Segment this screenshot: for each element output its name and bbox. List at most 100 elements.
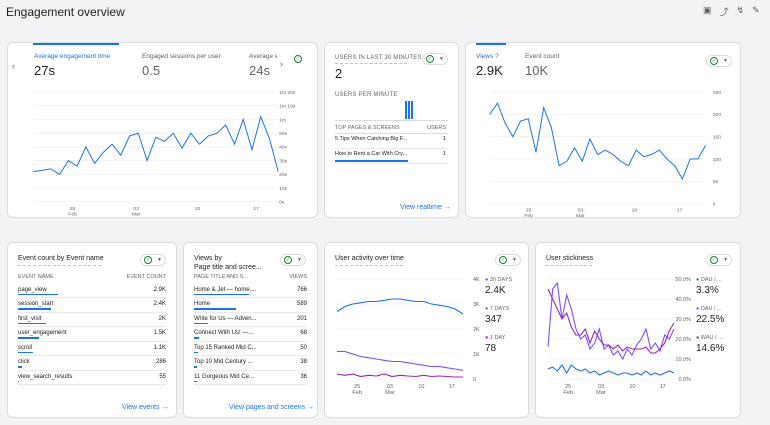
comparison-dropdown[interactable]: ✓ ▼ bbox=[280, 254, 306, 266]
legend-value: 78 bbox=[485, 343, 497, 354]
row-value: 286 bbox=[155, 359, 166, 365]
row-value: 38 bbox=[300, 359, 307, 365]
series-line bbox=[489, 102, 706, 181]
table-row[interactable]: Connect With Us! —... 68 bbox=[194, 327, 307, 342]
y-tick-label: 0 bbox=[713, 201, 716, 207]
tab-average-engagement-time[interactable]: Average engagement time 27s bbox=[34, 53, 110, 78]
share-icon[interactable]: ⤴ bbox=[719, 7, 729, 17]
title-line-1: Views by bbox=[194, 255, 222, 262]
tab-engaged-sessions[interactable]: Engaged sessions per user 0.5 bbox=[142, 53, 221, 78]
comparison-dropdown[interactable]: ✓ ▼ bbox=[140, 254, 166, 266]
series-line bbox=[547, 364, 675, 376]
legend-dot-icon: ● bbox=[696, 277, 701, 283]
table-row[interactable]: session_start 2.4K bbox=[18, 298, 166, 313]
table-row[interactable]: user_engagement 1.5K bbox=[18, 327, 166, 342]
y-tick-label: 30s bbox=[279, 158, 288, 164]
x-tick-month: Mar bbox=[596, 390, 606, 396]
x-tick-label: 03 bbox=[387, 384, 393, 390]
tab-label: Average engagement time bbox=[34, 53, 111, 60]
realtime-label: USERS IN LAST 30 MINUTES bbox=[335, 55, 422, 61]
view-pages-link[interactable]: View pages and screens → bbox=[229, 404, 314, 411]
caret-down-icon: ▼ bbox=[512, 257, 517, 263]
y-tick-label: 30.0% bbox=[675, 317, 691, 323]
edit-icon[interactable]: ✎ bbox=[752, 5, 760, 15]
legend-value: 14.6% bbox=[696, 343, 725, 354]
row-value: 2.9K bbox=[153, 286, 166, 293]
check-icon: ✓ bbox=[426, 55, 434, 63]
check-icon: ✓ bbox=[499, 256, 507, 264]
row-label: Home & Jet — home,... bbox=[194, 286, 257, 293]
insights-icon[interactable]: ↯ bbox=[736, 5, 745, 15]
comparison-dropdown[interactable]: ✓ ▼ bbox=[706, 254, 732, 266]
active-tab-indicator bbox=[33, 43, 119, 45]
divider bbox=[335, 63, 407, 64]
view-realtime-label: View realtime bbox=[400, 204, 442, 211]
y-tick-label: 2K bbox=[473, 327, 480, 333]
divider bbox=[335, 148, 448, 149]
customize-report-icon[interactable]: ▣ bbox=[703, 5, 712, 15]
legend-dot-icon: ● bbox=[696, 306, 701, 312]
legend-label: ● 30 DAYS bbox=[485, 277, 513, 283]
col-event-name: EVENT NAME bbox=[18, 274, 54, 280]
comparison-check-icon[interactable]: ✓ bbox=[294, 55, 302, 63]
title-line-2: Page title and scree... bbox=[194, 264, 262, 271]
comparison-dropdown[interactable]: ✓ ▼ bbox=[422, 53, 448, 65]
caret-down-icon: ▼ bbox=[157, 257, 162, 263]
x-tick-label: 03 bbox=[133, 206, 139, 212]
row-divider bbox=[18, 340, 166, 342]
col-views: VIEWS bbox=[289, 274, 307, 280]
table-row[interactable]: Write for Us — Adven... 201 bbox=[194, 312, 307, 327]
table-row[interactable]: Home & Jet — home,... 766 bbox=[194, 283, 307, 298]
legend-dot-icon: ● bbox=[485, 306, 490, 312]
legend-label: ● DAU / ... bbox=[696, 306, 722, 312]
check-icon: ✓ bbox=[710, 256, 718, 264]
view-events-link[interactable]: View events → bbox=[122, 404, 169, 411]
card-title: Views by Page title and scree... bbox=[194, 254, 262, 272]
y-tick-label: 10s bbox=[279, 186, 288, 192]
table-row[interactable]: page_view 2.9K bbox=[18, 283, 166, 298]
legend-label: ● 1 DAY bbox=[485, 335, 506, 341]
col-users: USERS bbox=[427, 125, 446, 131]
tab-average-e[interactable]: Average e 24s bbox=[249, 53, 277, 78]
divider bbox=[18, 265, 101, 266]
y-tick-label: 3K bbox=[473, 302, 480, 308]
comparison-dropdown[interactable]: ✓ ▼ bbox=[495, 254, 521, 266]
chevron-right-icon[interactable]: › bbox=[280, 59, 283, 69]
y-tick-label: 40.0% bbox=[675, 297, 691, 303]
minute-bar bbox=[411, 101, 413, 119]
table-row[interactable]: Top 15 Ranked Mid C... 50 bbox=[194, 341, 307, 356]
tab-value: 10K bbox=[525, 63, 549, 78]
chevron-left-icon[interactable]: ‹ bbox=[12, 61, 15, 71]
col-pages: TOP PAGES & SCREENS bbox=[335, 125, 400, 131]
legend-value: 347 bbox=[485, 314, 502, 325]
y-tick-label: 1m 20s bbox=[279, 90, 296, 96]
row-label: Top 10 Mid Century ... bbox=[194, 359, 253, 365]
table-row[interactable]: Top 10 Mid Century ... 38 bbox=[194, 356, 307, 371]
table-row[interactable]: 11 Gorgeous Mid Ce... 36 bbox=[194, 370, 307, 385]
legend-item: ● 30 DAYS 2.4K bbox=[485, 277, 528, 296]
divider bbox=[335, 133, 448, 134]
col-event-count: EVENT COUNT bbox=[126, 274, 166, 280]
view-realtime-link[interactable]: View realtime → bbox=[400, 204, 451, 211]
table-row[interactable]: Home 589 bbox=[194, 298, 307, 313]
table-row[interactable]: scroll 1.1K bbox=[18, 341, 166, 356]
tab-views[interactable]: Views ? 2.9K bbox=[476, 53, 503, 78]
y-tick-label: 50.0% bbox=[675, 277, 691, 283]
row-bar bbox=[194, 322, 209, 324]
table-row[interactable]: click 286 bbox=[18, 356, 166, 371]
row-divider bbox=[194, 384, 307, 385]
y-tick-label: 50 bbox=[713, 179, 719, 185]
arrow-right-icon: → bbox=[443, 204, 451, 211]
list-item[interactable]: How to Rent a Car With Cry... 1 bbox=[335, 151, 446, 163]
table-row[interactable]: view_search_results 55 bbox=[18, 370, 166, 385]
x-tick-label: 17 bbox=[253, 206, 259, 212]
y-tick-label: 20.0% bbox=[675, 337, 691, 343]
y-tick-label: 150 bbox=[713, 134, 722, 140]
list-item[interactable]: 5 Tips When Catching Big F... 1 bbox=[335, 136, 446, 148]
row-divider bbox=[194, 297, 307, 298]
row-value: 1.1K bbox=[153, 344, 166, 351]
table-row[interactable]: first_visit 2K bbox=[18, 312, 166, 327]
tab-event-count[interactable]: Event count 10K bbox=[525, 53, 559, 78]
comparison-dropdown[interactable]: ✓ ▼ bbox=[706, 55, 732, 67]
